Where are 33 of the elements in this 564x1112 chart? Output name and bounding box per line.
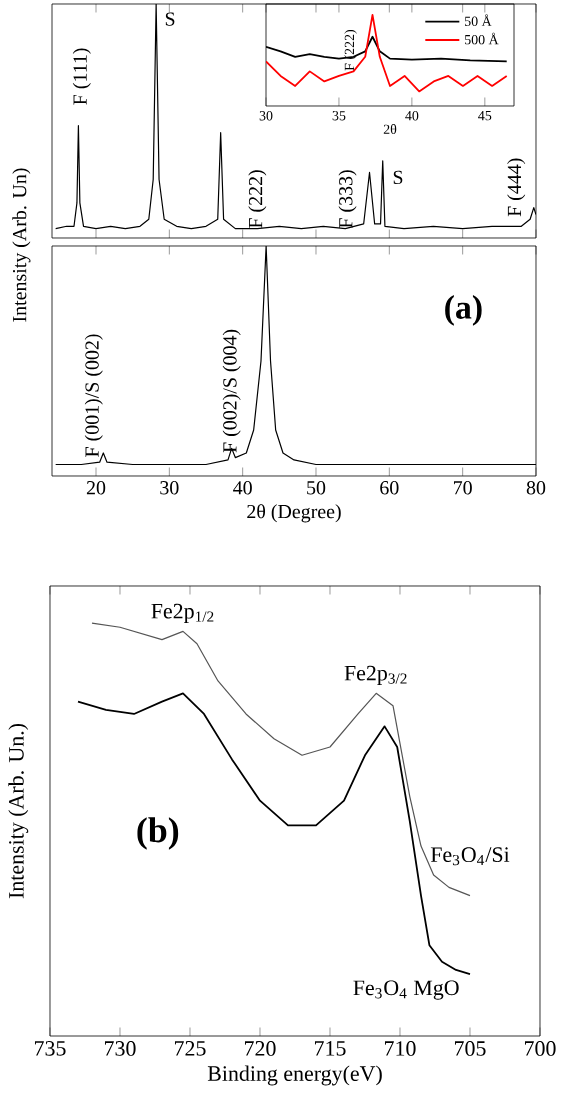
annotation: F (444) <box>507 158 526 217</box>
annotation: F (001)/S (002) <box>84 334 103 457</box>
x-tick-label: 730 <box>104 1041 136 1056</box>
x-tick-label: 30 <box>160 481 179 495</box>
x-tick-label: 50 <box>307 481 326 495</box>
x-tick-label: 700 <box>525 1041 556 1056</box>
annotation: S <box>393 170 403 185</box>
x-tick-label: 710 <box>385 1041 416 1056</box>
x-tick-label: 725 <box>174 1041 206 1056</box>
x-tick-label: 705 <box>455 1041 486 1056</box>
annotation: F (333) <box>338 170 357 229</box>
annotation: Fe2p$_{3/2}$ <box>344 665 407 685</box>
x-tick-label: 715 <box>315 1041 346 1056</box>
x-tick-label: 60 <box>380 481 399 495</box>
annotation: S <box>165 12 175 26</box>
x-tick-label: 20 <box>86 481 106 495</box>
series-label: Fe$_{3}$O$_{4}$/Si <box>430 847 510 866</box>
x-tick-label: 40 <box>233 481 252 495</box>
x-tick-label: 80 <box>526 481 546 495</box>
annotation: Fe2p$_{1/2}$ <box>151 603 214 623</box>
annotation: F (222) <box>248 170 267 229</box>
x-tick-label: 720 <box>245 1041 276 1056</box>
annotation: (b) <box>137 817 179 850</box>
series-label: Fe$_{3}$O$_{4}$ MgO <box>353 980 459 1000</box>
annotation: F (111) <box>72 48 91 105</box>
annotation: (a) <box>445 295 482 326</box>
x-axis-title: 2θ (Degree) <box>247 504 341 523</box>
y-axis-title: Intensity (Arb. Un.) <box>8 724 29 899</box>
x-axis-title: Binding energy(eV) <box>207 1065 382 1086</box>
annotation: F (002)/S (004) <box>222 329 241 453</box>
y-axis-title: Intensity (Arb. Un) <box>12 168 31 322</box>
x-tick-label: 735 <box>34 1041 66 1056</box>
x-tick-label: 70 <box>454 481 472 495</box>
